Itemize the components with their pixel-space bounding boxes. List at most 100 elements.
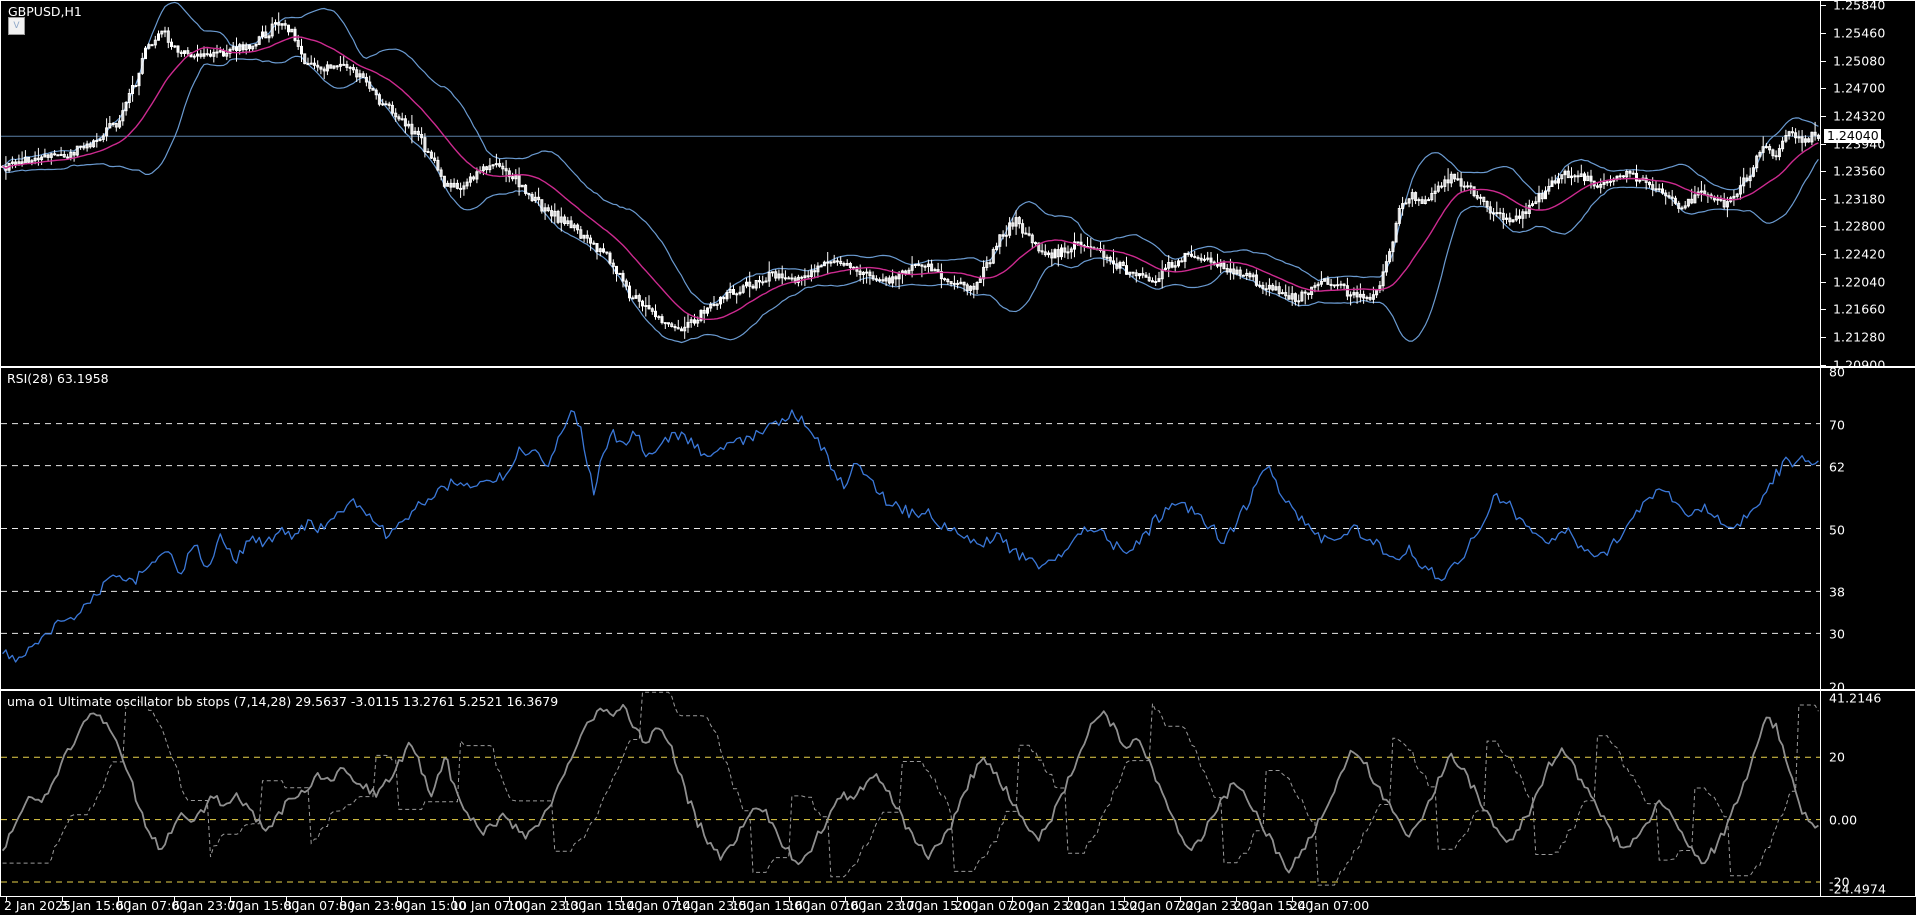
axis-tick xyxy=(1821,364,1826,366)
uo-axis-label: 0.00 xyxy=(1829,812,1858,828)
price-chart-pane[interactable]: GBPUSD,H1 V 1.25840 1.25460 1.25080 1.24700… xyxy=(0,0,1916,367)
time-axis-label: 14 Jan 23:00 xyxy=(675,898,755,913)
axis-label: 1.24320 xyxy=(1833,108,1886,124)
one-click-trading-button[interactable]: V xyxy=(8,17,25,35)
time-axis-label: 20 Jan 23:00 xyxy=(1010,898,1090,913)
time-axis-label: 22 Jan 07:00 xyxy=(1122,898,1202,913)
axis-tick xyxy=(1821,171,1826,173)
axis-label: 1.22040 xyxy=(1833,274,1886,290)
axis-tick xyxy=(1821,254,1826,256)
axis-tick xyxy=(1821,88,1826,90)
rsi-pane[interactable]: RSI(28) 63.1958 80 70 62 50 38 30 20 xyxy=(0,367,1916,690)
uo-axis-label: 41.2146 xyxy=(1829,690,1882,706)
time-axis[interactable]: 2 Jan 2025 3 Jan 15:00 6 Jan 07:00 6 Jan 23… xyxy=(0,897,1820,915)
time-axis-label: 8 Jan 07:00 xyxy=(284,898,356,913)
time-axis-tick xyxy=(1124,897,1125,901)
price-axis[interactable]: 1.25840 1.25460 1.25080 1.24700 1.24320 1.239… xyxy=(1821,0,1915,367)
time-axis-tick xyxy=(621,897,622,901)
axis-tick xyxy=(1821,198,1826,200)
axis-tick xyxy=(1821,143,1826,145)
axis-tick xyxy=(1821,281,1826,283)
time-axis-tick xyxy=(118,897,119,901)
time-axis-tick xyxy=(565,897,566,901)
time-axis-label: 21 Jan 15:00 xyxy=(1066,898,1146,913)
time-axis-label: 15 Jan 15:00 xyxy=(731,898,811,913)
time-axis-tick xyxy=(677,897,678,901)
time-axis-label: 10 Jan 23:00 xyxy=(507,898,587,913)
time-axis-tick xyxy=(174,897,175,901)
time-axis-label: 10 Jan 07:00 xyxy=(451,898,531,913)
time-axis-tick xyxy=(1068,897,1069,901)
time-axis-label: 20 Jan 07:00 xyxy=(955,898,1035,913)
rsi-axis-label: 38 xyxy=(1829,584,1846,600)
time-axis-tick xyxy=(286,897,287,901)
rsi-plot-area[interactable] xyxy=(1,368,1820,689)
rsi-axis-label: 70 xyxy=(1829,417,1846,433)
time-axis-tick xyxy=(901,897,902,901)
time-axis-tick xyxy=(1180,897,1181,901)
time-axis-label: 13 Jan 15:00 xyxy=(563,898,643,913)
rsi-axis-label: 62 xyxy=(1829,459,1846,475)
time-axis-tick xyxy=(1292,897,1293,901)
time-axis-label: 16 Jan 07:00 xyxy=(787,898,867,913)
time-axis-label: 16 Jan 23:00 xyxy=(843,898,923,913)
time-axis-label: 22 Jan 23:00 xyxy=(1178,898,1258,913)
rsi-axis-label: 80 xyxy=(1829,367,1846,380)
symbol-timeframe-label: GBPUSD,H1 xyxy=(8,4,82,19)
time-axis-tick xyxy=(1012,897,1013,901)
time-axis-tick xyxy=(957,897,958,901)
axis-tick xyxy=(1821,115,1826,117)
axis-label: 1.22800 xyxy=(1833,218,1886,234)
axis-label: 1.23560 xyxy=(1833,163,1886,179)
time-axis-label: 2 Jan 2025 xyxy=(4,898,71,913)
axis-label: 1.24700 xyxy=(1833,80,1886,96)
time-axis-tick xyxy=(845,897,846,901)
time-axis-tick xyxy=(341,897,342,901)
axis-label: 1.23180 xyxy=(1833,191,1886,207)
axis-label: 1.25840 xyxy=(1833,0,1886,13)
time-axis-tick xyxy=(6,897,7,901)
price-axis-divider xyxy=(1820,1,1821,366)
time-axis-label: 17 Jan 15:00 xyxy=(899,898,979,913)
time-axis-tick xyxy=(509,897,510,901)
rsi-title-label: RSI(28) 63.1958 xyxy=(7,371,109,386)
rsi-axis-label: 30 xyxy=(1829,626,1846,642)
uo-axis-label: 20 xyxy=(1829,749,1846,765)
time-axis-label: 23 Jan 15:00 xyxy=(1234,898,1314,913)
time-axis-tick xyxy=(230,897,231,901)
axis-label: 1.22420 xyxy=(1833,246,1886,262)
time-axis-label: 7 Jan 15:00 xyxy=(228,898,300,913)
axis-label: 1.20900 xyxy=(1833,357,1886,367)
ultimate-oscillator-pane[interactable]: uma o1 Ultimate oscillator bb stops (7,1… xyxy=(0,690,1916,897)
time-axis-label: 9 Jan 15:00 xyxy=(395,898,467,913)
uo-title-label: uma o1 Ultimate oscillator bb stops (7,1… xyxy=(7,694,559,709)
time-axis-tick xyxy=(453,897,454,901)
time-axis-tick xyxy=(397,897,398,901)
current-price-tag: 1.24040 xyxy=(1824,129,1881,144)
axis-tick xyxy=(1821,32,1826,34)
time-axis-tick xyxy=(1236,897,1237,901)
axis-tick xyxy=(1821,226,1826,228)
rsi-axis-divider xyxy=(1820,368,1821,689)
uo-plot-area[interactable] xyxy=(1,691,1820,896)
axis-label: 1.21660 xyxy=(1833,301,1886,317)
rsi-axis-label: 50 xyxy=(1829,522,1846,537)
uo-axis-divider xyxy=(1820,691,1821,896)
time-axis-tick xyxy=(62,897,63,901)
time-axis-tick xyxy=(733,897,734,901)
uo-axis-label: -20 xyxy=(1829,874,1850,890)
time-axis-label: 24 Jan 07:00 xyxy=(1290,898,1370,913)
uo-axis-label: -24.4974 xyxy=(1829,881,1887,897)
rsi-value-axis[interactable]: 80 70 62 50 38 30 20 xyxy=(1821,367,1915,689)
price-plot-area[interactable] xyxy=(1,1,1820,366)
uo-value-axis[interactable]: 41.2146 20 0.00 -20 -24.4974 xyxy=(1821,690,1915,897)
axis-tick xyxy=(1821,5,1826,7)
axis-label: 1.25460 xyxy=(1833,25,1886,41)
time-axis-label: 14 Jan 07:00 xyxy=(619,898,699,913)
time-axis-label: 6 Jan 07:00 xyxy=(116,898,188,913)
axis-label: 1.25080 xyxy=(1833,53,1886,69)
axis-tick xyxy=(1821,309,1826,311)
time-axis-label: 8 Jan 23:00 xyxy=(339,898,411,913)
axis-tick xyxy=(1821,60,1826,62)
